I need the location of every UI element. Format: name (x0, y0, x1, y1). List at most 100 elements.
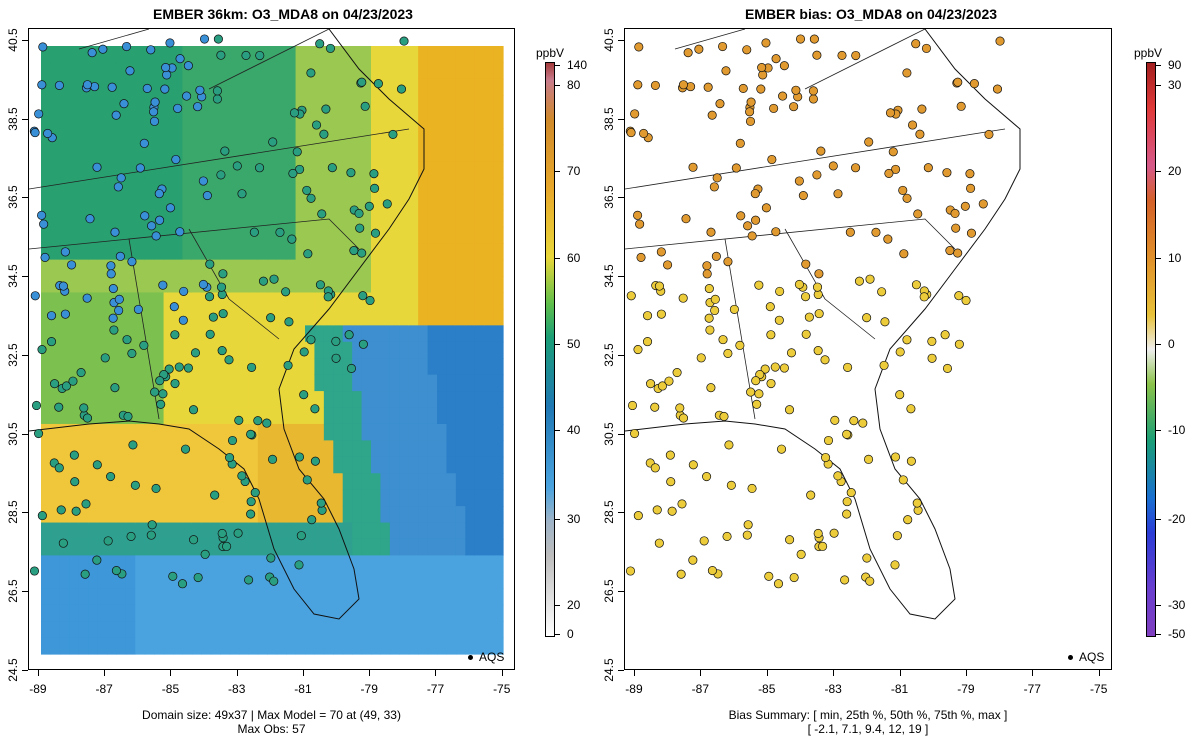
model-grid-cell (295, 62, 306, 80)
obs-station-marker (198, 279, 208, 289)
model-grid-cell (295, 506, 306, 524)
model-grid-cell (380, 62, 391, 80)
model-grid-cell (107, 621, 118, 639)
model-grid-cell (267, 538, 278, 557)
model-grid-cell (418, 391, 429, 409)
model-grid-cell (41, 292, 52, 310)
model-grid-cell (267, 588, 278, 606)
obs-station-marker (54, 402, 64, 412)
model-grid-cell (116, 456, 127, 474)
model-grid-cell (116, 522, 127, 540)
model-grid-cell (191, 259, 202, 277)
obs-station-marker (208, 312, 218, 322)
model-grid-cell (144, 571, 155, 589)
model-grid-cell (78, 555, 89, 573)
model-grid-cell (116, 391, 127, 409)
model-grid-cell (135, 407, 146, 425)
obs-station-marker (217, 346, 227, 356)
obs-station-marker (150, 97, 160, 107)
model-grid-cell (295, 243, 306, 261)
model-grid-cell (295, 522, 306, 540)
model-grid-cell (182, 243, 193, 261)
model-grid-cell (371, 637, 382, 655)
model-grid-cell (229, 621, 240, 639)
bias-station-marker (711, 251, 721, 261)
model-grid-cell (474, 259, 485, 277)
model-grid-cell (163, 489, 174, 507)
obs-station-marker (70, 477, 80, 487)
model-grid-cell (352, 358, 363, 376)
model-grid-cell (210, 111, 221, 129)
model-grid-cell (286, 506, 297, 524)
model-grid-cell (239, 522, 250, 540)
model-grid-cell (144, 555, 155, 573)
model-grid-cell (97, 243, 108, 261)
model-grid-cell (342, 391, 353, 409)
bias-station-marker (778, 91, 788, 101)
model-grid-cell (465, 292, 476, 310)
model-grid-cell (267, 637, 278, 655)
bias-station-marker (911, 280, 921, 290)
model-grid-cell (380, 456, 391, 474)
model-grid-cell (465, 210, 476, 228)
model-grid-cell (371, 588, 382, 606)
model-grid-cell (371, 259, 382, 277)
obs-station-marker (315, 39, 325, 49)
bias-station-marker (626, 291, 636, 301)
bias-station-marker (978, 199, 988, 209)
right-x-tick-label: -79 (957, 682, 975, 696)
model-grid-cell (323, 391, 334, 409)
obs-station-marker (283, 360, 293, 370)
model-grid-cell (59, 161, 70, 179)
model-grid-cell (418, 111, 429, 129)
bias-station-marker (812, 50, 822, 60)
model-grid-cell (88, 95, 99, 113)
model-grid-cell (361, 538, 372, 557)
model-grid-cell (361, 555, 372, 573)
model-grid-cell (342, 407, 353, 425)
model-grid-cell (305, 78, 316, 96)
obs-station-marker (190, 348, 201, 358)
model-grid-cell (474, 604, 485, 622)
model-grid-cell (474, 128, 485, 146)
model-grid-cell (248, 325, 259, 343)
model-grid-cell (163, 193, 174, 211)
model-grid-cell (493, 78, 504, 96)
model-grid-cell (201, 423, 212, 441)
model-grid-cell (69, 128, 80, 146)
model-grid-cell (182, 555, 193, 573)
model-grid-cell (333, 407, 344, 425)
model-grid-cell (41, 243, 52, 261)
obs-station-marker (79, 403, 89, 413)
model-grid-cell (191, 308, 202, 326)
model-grid-cell (88, 276, 99, 294)
model-grid-cell (107, 407, 118, 425)
model-grid-cell (210, 341, 221, 359)
right-state-boundary (804, 29, 926, 90)
model-grid-cell (239, 144, 250, 162)
model-grid-cell (107, 341, 118, 359)
model-grid-cell (465, 128, 476, 146)
model-grid-cell (248, 46, 259, 64)
bias-station-marker (774, 315, 784, 325)
model-grid-cell (323, 555, 334, 573)
model-grid-cell (437, 111, 448, 129)
model-grid-cell (163, 161, 174, 179)
model-grid-cell (342, 95, 353, 113)
bias-station-marker (764, 571, 774, 581)
model-grid-cell (371, 193, 382, 211)
model-grid-cell (59, 259, 70, 277)
model-grid-cell (465, 259, 476, 277)
bias-station-marker (862, 313, 872, 323)
model-grid-cell (88, 423, 99, 441)
model-grid-cell (248, 522, 259, 540)
model-grid-cell (276, 522, 287, 540)
bias-station-marker (814, 269, 824, 279)
model-grid-cell (474, 391, 485, 409)
bias-station-marker (864, 137, 874, 147)
model-grid-cell (380, 571, 391, 589)
model-grid-cell (154, 571, 165, 589)
model-grid-cell (267, 456, 278, 474)
model-grid-cell (173, 308, 184, 326)
obs-station-marker (109, 325, 119, 335)
